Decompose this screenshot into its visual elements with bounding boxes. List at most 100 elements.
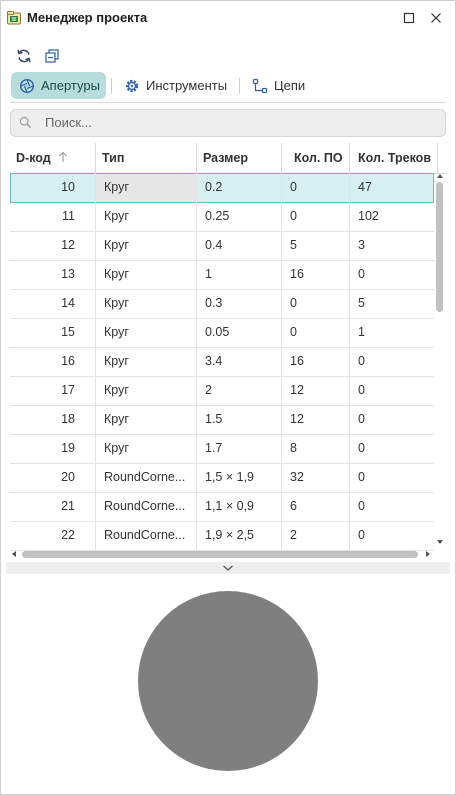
cell-dcode: 22 <box>61 528 75 542</box>
column-header-type[interactable]: Тип <box>102 151 125 165</box>
cell-size: 0.4 <box>205 238 223 252</box>
window-title: Менеджер проекта <box>27 10 148 25</box>
cell-divider <box>349 463 350 492</box>
table-row[interactable]: 18 Круг 1.5 12 0 <box>10 405 434 435</box>
cell-divider <box>95 347 96 376</box>
aperture-shape-preview <box>138 591 318 771</box>
cell-size: 0.2 <box>205 180 223 194</box>
table-row[interactable]: 12 Круг 0.4 5 3 <box>10 231 434 261</box>
table-row[interactable]: 17 Круг 2 12 0 <box>10 376 434 406</box>
panel-splitter[interactable] <box>6 562 450 574</box>
horizontal-scrollbar[interactable] <box>10 548 444 560</box>
tabs-divider <box>10 102 446 103</box>
cell-dcode: 12 <box>61 238 75 252</box>
cell-divider <box>281 463 282 492</box>
cell-divider <box>196 521 197 550</box>
cell-dcode: 10 <box>61 180 75 194</box>
cell-type: Круг <box>104 238 129 252</box>
tab-separator <box>111 78 112 94</box>
column-header-tracks-count[interactable]: Кол. Треков <box>358 151 431 165</box>
cell-type: Круг <box>104 441 129 455</box>
column-divider <box>196 143 197 173</box>
cell-po-count: 32 <box>290 470 304 484</box>
table-row[interactable]: 15 Круг 0.05 0 1 <box>10 318 434 348</box>
search-input[interactable] <box>45 113 425 131</box>
cell-divider <box>349 376 350 405</box>
table-row[interactable]: 21 RoundCorne... 1,1 × 0,9 6 0 <box>10 492 434 522</box>
cell-divider <box>196 492 197 521</box>
tab-nets-label: Цепи <box>274 78 306 93</box>
cell-divider <box>281 231 282 260</box>
close-icon <box>431 13 441 23</box>
cell-po-count: 0 <box>290 296 297 310</box>
tab-nets[interactable]: Цепи <box>246 72 316 99</box>
cell-dcode: 15 <box>61 325 75 339</box>
tab-apertures[interactable]: Апертуры <box>11 72 106 99</box>
cell-type: Круг <box>104 354 129 368</box>
cell-divider <box>349 434 350 463</box>
cell-divider <box>349 173 350 202</box>
cell-po-count: 8 <box>290 441 297 455</box>
maximize-icon <box>403 12 415 24</box>
cell-divider <box>281 260 282 289</box>
tab-bar: Апертуры Инструменты Цепи <box>0 72 456 100</box>
refresh-button[interactable] <box>14 46 34 66</box>
cell-type: RoundCorne... <box>104 499 186 513</box>
apertures-table: D-код Тип Размер Кол. ПО Кол. Треков 10 К… <box>10 143 446 560</box>
cell-po-count: 0 <box>290 325 297 339</box>
project-manager-icon <box>6 10 22 26</box>
cell-divider <box>196 202 197 231</box>
cell-size: 1 <box>205 267 212 281</box>
cell-po-count: 16 <box>290 354 304 368</box>
table-row[interactable]: 19 Круг 1.7 8 0 <box>10 434 434 464</box>
column-header-size[interactable]: Размер <box>203 151 249 165</box>
cell-dcode: 14 <box>61 296 75 310</box>
tab-tools[interactable]: Инструменты <box>118 72 232 99</box>
vertical-scrollbar[interactable] <box>434 172 446 547</box>
vertical-scroll-thumb[interactable] <box>436 182 443 312</box>
cell-divider <box>349 318 350 347</box>
tab-tools-label: Инструменты <box>146 78 228 93</box>
column-header-label: D-код <box>16 151 51 165</box>
column-divider <box>95 143 96 173</box>
close-button[interactable] <box>426 8 446 28</box>
cell-divider <box>349 521 350 550</box>
table-row[interactable]: 11 Круг 0.25 0 102 <box>10 202 434 232</box>
cell-po-count: 2 <box>290 528 297 542</box>
cell-divider <box>349 405 350 434</box>
cell-divider <box>281 347 282 376</box>
collapse-all-button[interactable] <box>42 46 62 66</box>
cell-tracks-count: 5 <box>358 296 365 310</box>
table-row[interactable]: 22 RoundCorne... 1,9 × 2,5 2 0 <box>10 521 434 551</box>
table-row[interactable]: 13 Круг 1 16 0 <box>10 260 434 290</box>
search-box <box>10 109 446 137</box>
cell-dcode: 16 <box>61 354 75 368</box>
cell-divider <box>95 202 96 231</box>
cell-type: Круг <box>104 180 129 194</box>
maximize-button[interactable] <box>399 8 419 28</box>
column-header-dcode[interactable]: D-код <box>16 143 94 173</box>
column-header-po-count[interactable]: Кол. ПО <box>294 151 343 165</box>
table-row[interactable]: 20 RoundCorne... 1,5 × 1,9 32 0 <box>10 463 434 493</box>
cell-divider <box>349 289 350 318</box>
cell-size: 1.5 <box>205 412 223 426</box>
scroll-right-icon <box>426 551 430 557</box>
cell-type: Круг <box>104 296 129 310</box>
cell-divider <box>281 173 282 202</box>
table-row[interactable]: 10 Круг 0.2 0 47 <box>10 173 434 203</box>
column-divider <box>437 143 438 173</box>
cell-size: 2 <box>205 383 212 397</box>
table-header: D-код Тип Размер Кол. ПО Кол. Треков <box>10 143 446 174</box>
cell-type: Круг <box>104 383 129 397</box>
table-row[interactable]: 14 Круг 0.3 0 5 <box>10 289 434 319</box>
table-row[interactable]: 16 Круг 3.4 16 0 <box>10 347 434 377</box>
cell-po-count: 12 <box>290 412 304 426</box>
cell-tracks-count: 47 <box>358 180 372 194</box>
cell-divider <box>349 231 350 260</box>
cell-tracks-count: 0 <box>358 412 365 426</box>
cell-size: 3.4 <box>205 354 223 368</box>
horizontal-scroll-thumb[interactable] <box>22 551 418 558</box>
aperture-icon <box>19 78 35 94</box>
cell-divider <box>196 318 197 347</box>
cell-po-count: 5 <box>290 238 297 252</box>
